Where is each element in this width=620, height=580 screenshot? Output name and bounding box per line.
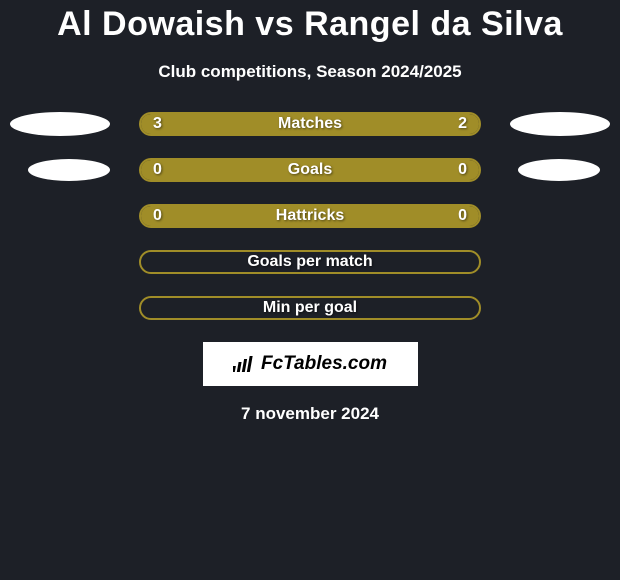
stat-label: Goals per match bbox=[247, 253, 372, 271]
stat-value-left: 0 bbox=[153, 161, 162, 179]
stat-row: 0 0 Hattricks bbox=[0, 204, 620, 228]
stat-bar: Min per goal bbox=[139, 296, 481, 320]
stat-value-right: 0 bbox=[458, 161, 467, 179]
stat-value-left: 0 bbox=[153, 207, 162, 225]
stat-row: 0 0 Goals bbox=[0, 158, 620, 182]
player-oval-right bbox=[510, 112, 610, 136]
stat-bar: 0 0 Hattricks bbox=[139, 204, 481, 228]
stat-label: Matches bbox=[278, 115, 342, 133]
bar-chart-icon bbox=[233, 354, 257, 374]
subtitle: Club competitions, Season 2024/2025 bbox=[0, 62, 620, 82]
stat-bar: 0 0 Goals bbox=[139, 158, 481, 182]
stat-row: Goals per match bbox=[0, 250, 620, 274]
player-oval-left bbox=[28, 159, 110, 181]
stat-row: 3 2 Matches bbox=[0, 112, 620, 136]
stat-label: Min per goal bbox=[263, 299, 357, 317]
stat-bar: Goals per match bbox=[139, 250, 481, 274]
stat-row: Min per goal bbox=[0, 296, 620, 320]
logo: FcTables.com bbox=[233, 353, 387, 375]
date-text: 7 november 2024 bbox=[0, 404, 620, 424]
stat-value-right: 2 bbox=[458, 115, 467, 133]
stat-value-left: 3 bbox=[153, 115, 162, 133]
stat-label: Goals bbox=[288, 161, 332, 179]
stats-rows: 3 2 Matches 0 0 Goals 0 0 Hattricks Goals per mat… bbox=[0, 112, 620, 320]
player-oval-right bbox=[518, 159, 600, 181]
page-title: Al Dowaish vs Rangel da Silva bbox=[0, 5, 620, 44]
logo-box[interactable]: FcTables.com bbox=[203, 342, 418, 386]
player-oval-left bbox=[10, 112, 110, 136]
stat-bar: 3 2 Matches bbox=[139, 112, 481, 136]
logo-text: FcTables.com bbox=[261, 353, 387, 375]
comparison-widget: Al Dowaish vs Rangel da Silva Club compe… bbox=[0, 0, 620, 424]
stat-label: Hattricks bbox=[276, 207, 344, 225]
stat-value-right: 0 bbox=[458, 207, 467, 225]
